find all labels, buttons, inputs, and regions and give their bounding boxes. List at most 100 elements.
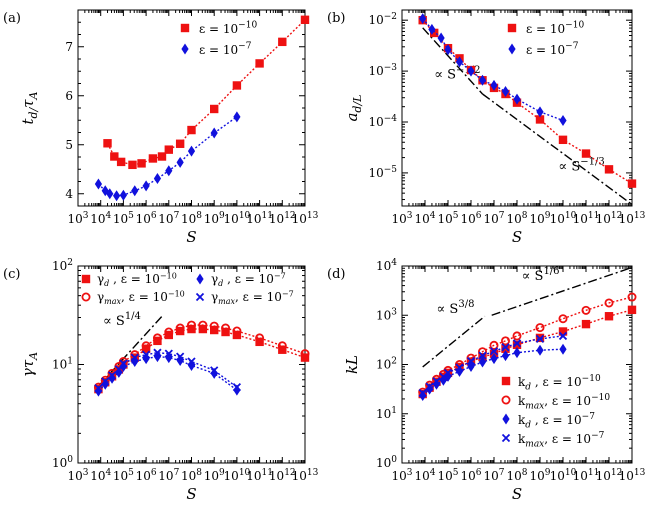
- data-point: [489, 347, 499, 356]
- data-point: [500, 336, 510, 346]
- legend-label: ε = 10−7​: [199, 42, 252, 58]
- legend-label: ε = 10−10​: [199, 21, 257, 37]
- x-tick-label: 105​: [437, 211, 458, 226]
- y-tick-label: 10−2​: [368, 12, 397, 27]
- legend-label: ε = 10−10​: [526, 21, 584, 37]
- legend: γd​ , ε = 10−10​γmax​, ε = 10−10​ γd​ , ε…: [81, 271, 294, 306]
- legend-marker: [196, 273, 204, 285]
- data-point: [300, 349, 310, 359]
- data-point: [604, 298, 614, 308]
- series-4: [94, 348, 242, 393]
- series-line: [97, 324, 306, 388]
- legend-marker: [502, 413, 510, 425]
- data-point: [141, 350, 151, 359]
- data-point: [187, 357, 196, 366]
- data-point: [278, 37, 287, 47]
- x-tick-label: 1010​: [224, 468, 251, 483]
- data-point: [627, 305, 637, 315]
- x-tick-label: 104​: [90, 468, 111, 483]
- data-point: [94, 384, 103, 393]
- x-tick-label: 1011​: [246, 211, 273, 226]
- data-point: [101, 378, 109, 390]
- x-tick-label: 1013​: [619, 468, 645, 483]
- data-point: [300, 15, 310, 24]
- y-axis-label: γτA​: [19, 352, 40, 377]
- y-tick-label: 100​: [52, 455, 73, 470]
- panel-d: (d)103​104​105​106​107​108​109​1010​1011…: [327, 258, 645, 503]
- data-point: [221, 323, 231, 333]
- x-tick-label: 109​: [529, 468, 550, 483]
- legend-label: kd​ , ε = 10−7​: [518, 412, 595, 430]
- x-axis-label: S: [512, 228, 522, 246]
- data-point: [187, 145, 196, 157]
- scaling-annotation: ∝ S1/4​: [103, 311, 141, 329]
- data-point: [210, 367, 218, 379]
- data-point: [501, 344, 510, 353]
- y-axis-label: kL: [343, 355, 361, 374]
- data-point: [119, 360, 127, 372]
- data-point: [478, 351, 487, 360]
- data-point: [94, 385, 103, 397]
- data-point: [175, 139, 185, 148]
- x-tick-label: 106​: [136, 468, 157, 483]
- data-point: [512, 339, 522, 348]
- data-point: [444, 44, 452, 56]
- x-tick-label: 103​: [391, 468, 412, 483]
- x-tick-label: 105​: [113, 468, 134, 483]
- y-tick-label: 10−3​: [368, 63, 397, 78]
- data-point: [142, 180, 150, 192]
- data-point: [110, 152, 119, 161]
- data-point: [478, 74, 487, 86]
- data-point: [418, 388, 427, 398]
- reference-line: [422, 27, 484, 95]
- y-axis-label: td/​τA​: [19, 91, 40, 124]
- data-point: [559, 343, 567, 355]
- data-point: [114, 365, 123, 374]
- x-tick-label: 1012​: [596, 211, 623, 226]
- legend: kd​ , ε = 10−10​kmax​, ε = 10−10​kd​ , ε…: [501, 374, 610, 449]
- y-tick-label: 7: [65, 40, 73, 54]
- data-point: [108, 372, 116, 384]
- x-tick-label: 1010​: [550, 211, 577, 226]
- data-point: [255, 333, 265, 343]
- data-point: [101, 377, 110, 386]
- data-point: [164, 349, 173, 358]
- y-tick-label: 10−4​: [368, 114, 397, 129]
- x-tick-label: 108​: [181, 468, 202, 483]
- data-point: [604, 165, 614, 174]
- series-line: [97, 328, 306, 390]
- data-point: [210, 366, 219, 375]
- data-point: [535, 334, 545, 344]
- legend: ε = 10−10​ ε = 10−7​: [180, 21, 257, 58]
- data-point: [128, 160, 137, 170]
- series-line: [422, 296, 633, 393]
- data-point: [165, 165, 173, 177]
- x-tick-label: 1010​: [550, 468, 577, 483]
- series-line: [97, 116, 238, 197]
- legend-label: kd​ , ε = 10−10​: [518, 374, 601, 392]
- x-tick-label: 1011​: [573, 468, 600, 483]
- data-point: [535, 323, 545, 333]
- data-point: [513, 93, 521, 105]
- x-tick-label: 109​: [529, 211, 550, 226]
- data-point: [210, 127, 218, 139]
- x-axis-label: S: [186, 485, 196, 503]
- data-point: [501, 85, 510, 97]
- reference-line: [491, 266, 633, 316]
- y-tick-label: 4: [65, 187, 73, 201]
- data-point: [164, 327, 174, 337]
- panel-a: (a) 103​104​105​106​107​108​109​1010​1011…: [3, 9, 319, 246]
- data-point: [209, 321, 219, 331]
- x-tick-label: 1012​: [269, 468, 296, 483]
- data-point: [581, 305, 591, 315]
- series-4: [418, 331, 568, 398]
- x-tick-label: 109​: [204, 211, 225, 226]
- series-line: [106, 19, 306, 166]
- legend-marker: [501, 433, 511, 443]
- data-point: [466, 356, 476, 366]
- y-tick-label: 101​: [376, 406, 397, 421]
- y-tick-label: 103​: [376, 307, 397, 322]
- data-point: [232, 383, 242, 392]
- data-point: [558, 331, 568, 341]
- x-tick-label: 107​: [483, 468, 504, 483]
